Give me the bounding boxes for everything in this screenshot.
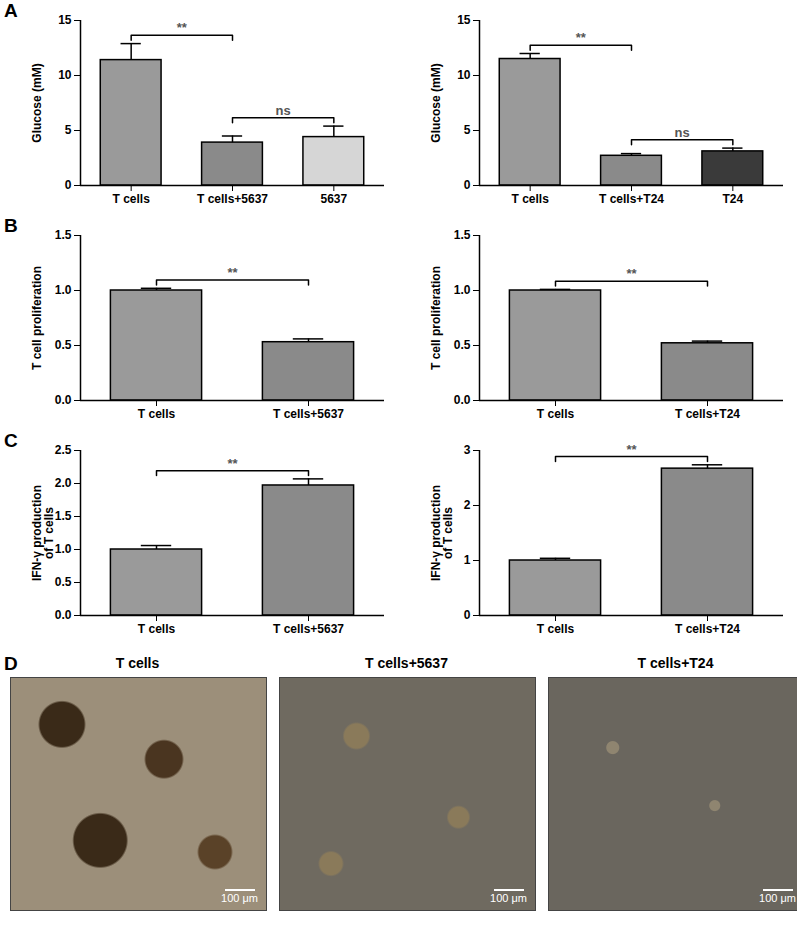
svg-text:0: 0 <box>464 608 471 622</box>
svg-text:T cells+5637: T cells+5637 <box>197 192 268 206</box>
svg-text:0: 0 <box>464 178 471 192</box>
svg-text:Glucose (mM): Glucose (mM) <box>30 63 44 142</box>
svg-text:T cells: T cells <box>138 622 176 636</box>
svg-text:**: ** <box>626 266 637 281</box>
svg-text:1.5: 1.5 <box>55 228 72 242</box>
html-text:T cells+T24: T cells+T24 <box>637 655 714 671</box>
svg-text:T cells: T cells <box>537 622 575 636</box>
svg-text:**: ** <box>177 20 188 35</box>
svg-text:**: ** <box>576 30 587 45</box>
html-text:100 μm: 100 μm <box>221 892 258 904</box>
svg-text:T cells: T cells <box>138 407 176 421</box>
svg-text:T cells+T24: T cells+T24 <box>675 407 740 421</box>
svg-text:T cells: T cells <box>511 192 549 206</box>
svg-text:T cells+5637: T cells+5637 <box>273 622 344 636</box>
svg-text:0: 0 <box>65 178 72 192</box>
svg-text:Glucose (mM): Glucose (mM) <box>429 63 443 142</box>
svg-text:**: ** <box>227 456 238 471</box>
svg-text:T cells+T24: T cells+T24 <box>599 192 664 206</box>
svg-text:1.0: 1.0 <box>55 542 72 556</box>
html-text:A: A <box>4 0 18 21</box>
svg-text:5637: 5637 <box>320 192 347 206</box>
svg-text:1: 1 <box>464 553 471 567</box>
svg-text:ns: ns <box>276 103 291 118</box>
svg-text:ns: ns <box>675 125 690 140</box>
svg-text:IFN-γ productionof T cells: IFN-γ productionof T cells <box>30 485 56 581</box>
svg-text:1.5: 1.5 <box>55 509 72 523</box>
svg-text:2.0: 2.0 <box>55 476 72 490</box>
svg-text:2.5: 2.5 <box>55 443 72 457</box>
html-text:D: D <box>4 653 18 674</box>
svg-text:15: 15 <box>58 13 72 27</box>
svg-text:0.5: 0.5 <box>454 338 471 352</box>
svg-text:T cells: T cells <box>537 407 575 421</box>
svg-text:0.5: 0.5 <box>55 338 72 352</box>
html-text:T cells+5637: T cells+5637 <box>365 655 448 671</box>
svg-text:T24: T24 <box>722 192 743 206</box>
svg-text:1.0: 1.0 <box>454 283 471 297</box>
svg-text:**: ** <box>227 265 238 280</box>
html-text:100 μm: 100 μm <box>759 892 796 904</box>
svg-text:0.5: 0.5 <box>55 575 72 589</box>
html-text:C: C <box>4 430 18 451</box>
svg-text:T cells: T cells <box>112 192 150 206</box>
html-text:T cells: T cells <box>115 655 160 671</box>
svg-text:3: 3 <box>464 443 471 457</box>
svg-text:T cell proliferation: T cell proliferation <box>429 266 443 370</box>
svg-text:T cells+T24: T cells+T24 <box>675 622 740 636</box>
svg-text:2: 2 <box>464 498 471 512</box>
svg-text:T cells+5637: T cells+5637 <box>273 407 344 421</box>
svg-text:10: 10 <box>58 68 72 82</box>
svg-text:**: ** <box>626 442 637 457</box>
svg-text:0.0: 0.0 <box>55 608 72 622</box>
svg-text:15: 15 <box>457 13 471 27</box>
svg-text:0.0: 0.0 <box>454 393 471 407</box>
html-text:B: B <box>4 215 18 236</box>
svg-text:10: 10 <box>457 68 471 82</box>
svg-text:1.5: 1.5 <box>454 228 471 242</box>
svg-text:0.0: 0.0 <box>55 393 72 407</box>
svg-text:1.0: 1.0 <box>55 283 72 297</box>
html-text:100 μm: 100 μm <box>490 892 527 904</box>
svg-text:5: 5 <box>464 123 471 137</box>
svg-text:IFN-γ productionof T cells: IFN-γ productionof T cells <box>429 485 455 581</box>
svg-text:5: 5 <box>65 123 72 137</box>
svg-text:T cell proliferation: T cell proliferation <box>30 266 44 370</box>
